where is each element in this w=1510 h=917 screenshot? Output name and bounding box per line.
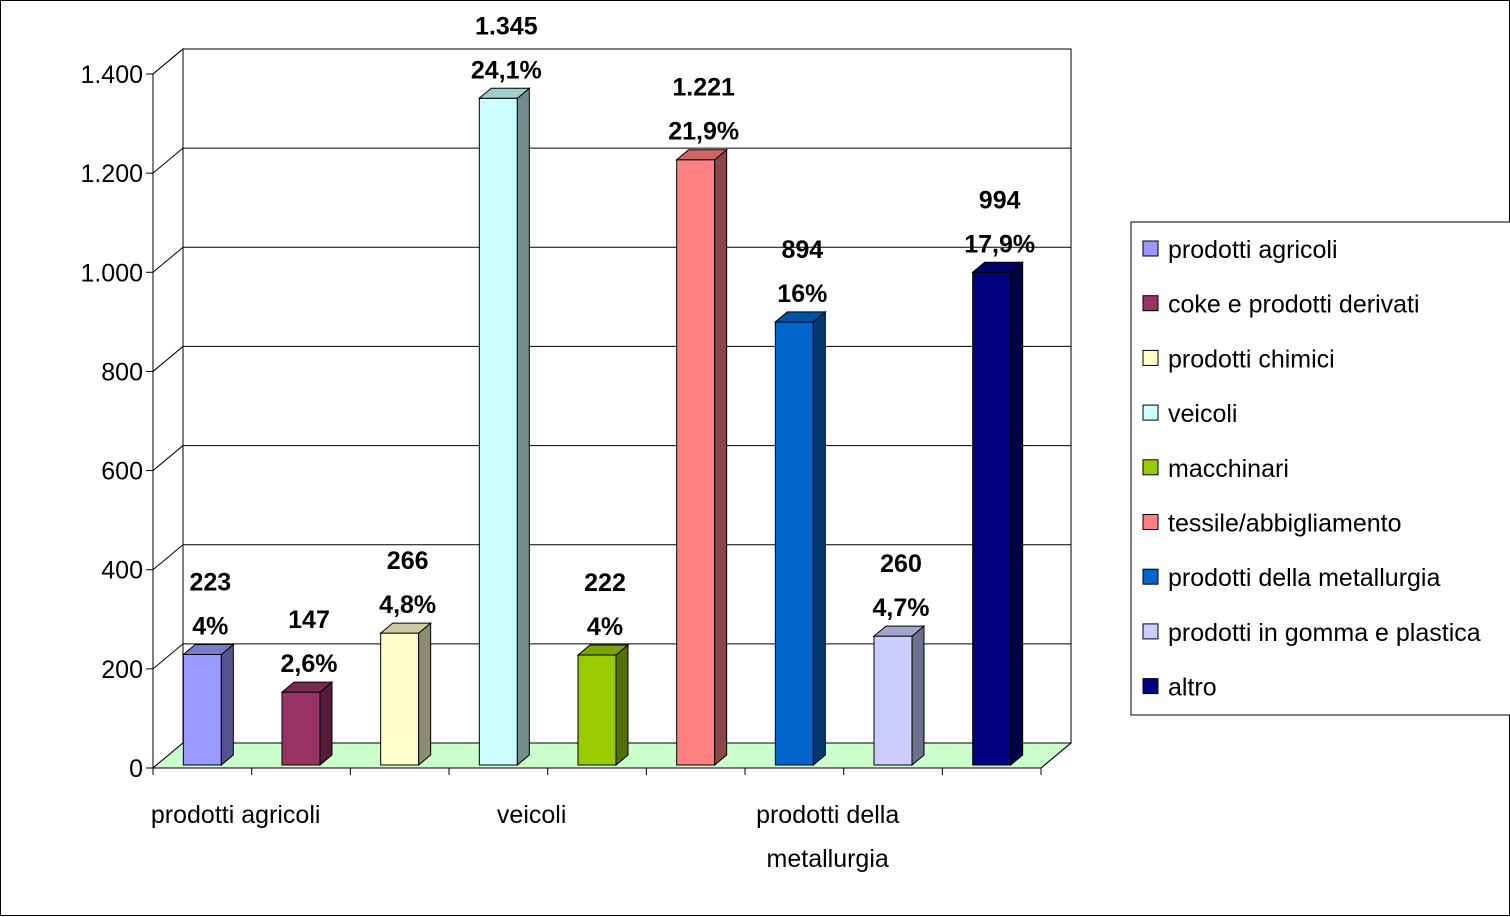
bar-top	[773, 311, 827, 323]
y-tick-label: 400	[101, 557, 143, 585]
data-label-value: 1.221	[672, 74, 735, 102]
gridline-side	[152, 544, 184, 571]
legend-swatch	[1142, 295, 1159, 312]
bar-front	[676, 159, 716, 766]
x-tick-labels: prodotti agricoli veicoli prodotti della me…	[151, 801, 899, 873]
y-tick-label: 0	[129, 755, 143, 783]
y-tick-label: 800	[101, 358, 143, 386]
y-tick-label: 1.000	[80, 259, 143, 287]
legend-label: tessile/abbigliamento	[1168, 510, 1401, 538]
bar-side	[615, 643, 629, 767]
data-label-percent: 17,9%	[964, 230, 1035, 258]
bar-front	[281, 691, 321, 766]
legend-swatch	[1142, 404, 1159, 421]
data-label-value: 266	[387, 547, 429, 575]
data-label-value: 260	[880, 550, 922, 578]
axes	[146, 73, 1072, 775]
gridline-side	[152, 445, 184, 471]
legend-swatch	[1142, 459, 1159, 476]
bar-side	[1010, 261, 1024, 767]
x-axis-depth	[1040, 742, 1072, 769]
legend-swatch	[1142, 514, 1159, 530]
bar-side	[516, 87, 530, 767]
bar-top	[872, 625, 926, 637]
y-tick-label: 1.400	[80, 61, 143, 89]
back-wall	[182, 48, 1072, 744]
bar-top	[280, 681, 334, 693]
legend-label: prodotti agricoli	[1168, 236, 1338, 264]
bar-front	[380, 632, 420, 766]
bar-top	[477, 87, 531, 99]
legend-label: prodotti in gomma e plastica	[1168, 619, 1481, 647]
y-tick-labels: 0 200 400 600 800 1.000 1.200 1.400	[80, 61, 143, 783]
x-tick-label: prodotti della	[756, 801, 899, 829]
data-label-percent: 21,9%	[668, 118, 739, 146]
bar-side	[714, 148, 728, 767]
bar-front	[972, 271, 1012, 766]
legend-label: macchinari	[1168, 455, 1289, 483]
bar-top	[971, 261, 1025, 273]
side-wall	[152, 47, 184, 770]
legend-label: prodotti chimici	[1168, 345, 1335, 373]
legend-swatch	[1142, 349, 1159, 366]
gridline-side	[152, 346, 184, 372]
bar-side	[220, 643, 234, 767]
y-tick-label: 1.200	[80, 160, 143, 188]
bar-side	[911, 625, 925, 767]
bar-front	[182, 653, 222, 766]
data-label-percent: 4%	[587, 613, 623, 641]
bar-side	[319, 681, 333, 767]
data-label-percent: 16%	[777, 280, 827, 308]
bars	[181, 87, 1025, 767]
bar-front	[577, 654, 617, 766]
bar-top	[181, 643, 235, 655]
data-label-value: 894	[781, 236, 823, 264]
data-label-percent: 4%	[192, 612, 228, 640]
data-label-value: 994	[979, 186, 1021, 214]
gridline-side	[152, 643, 184, 670]
x-tick-label: prodotti agricoli	[151, 801, 321, 829]
data-labels: 223 4% 147 2,6% 266 4,8% 1.345 24,1% 222 4% 1.221 2…	[189, 12, 1035, 678]
legend-label: coke e prodotti derivati	[1168, 291, 1420, 319]
bar-side	[418, 622, 432, 767]
legend-box	[1130, 221, 1510, 716]
bar-front	[774, 321, 814, 766]
bar-top	[379, 622, 433, 634]
data-label-percent: 4,8%	[379, 591, 436, 619]
legend-label: altro	[1168, 674, 1217, 702]
data-label-percent: 24,1%	[471, 56, 542, 84]
bar-top	[576, 644, 630, 656]
gridline-side	[152, 246, 184, 273]
legend: prodotti agricoli coke e prodotti derivat…	[1130, 221, 1510, 716]
legend-swatch	[1142, 568, 1159, 585]
gridline-side	[152, 48, 184, 75]
bar-side	[812, 310, 826, 767]
data-label-value: 1.345	[475, 12, 538, 40]
gridline-side	[152, 147, 184, 174]
data-label-percent: 4,7%	[873, 594, 930, 622]
bar-front	[873, 635, 913, 766]
data-label-value: 223	[189, 568, 231, 596]
bar-front	[478, 97, 518, 766]
legend-swatch	[1142, 623, 1159, 640]
legend-swatch	[1142, 678, 1159, 695]
data-label-percent: 2,6%	[281, 650, 338, 678]
y-tick-label: 200	[101, 656, 143, 684]
legend-label: prodotti della metallurgia	[1168, 564, 1440, 592]
x-tick-label: veicoli	[497, 801, 566, 829]
y-tick-label: 600	[101, 458, 143, 486]
legend-swatch	[1142, 240, 1159, 257]
legend-label: veicoli	[1168, 400, 1237, 428]
data-label-value: 147	[288, 606, 330, 634]
data-label-value: 222	[584, 569, 626, 597]
bar-top	[675, 149, 729, 161]
x-tick-label: metallurgia	[767, 845, 889, 873]
